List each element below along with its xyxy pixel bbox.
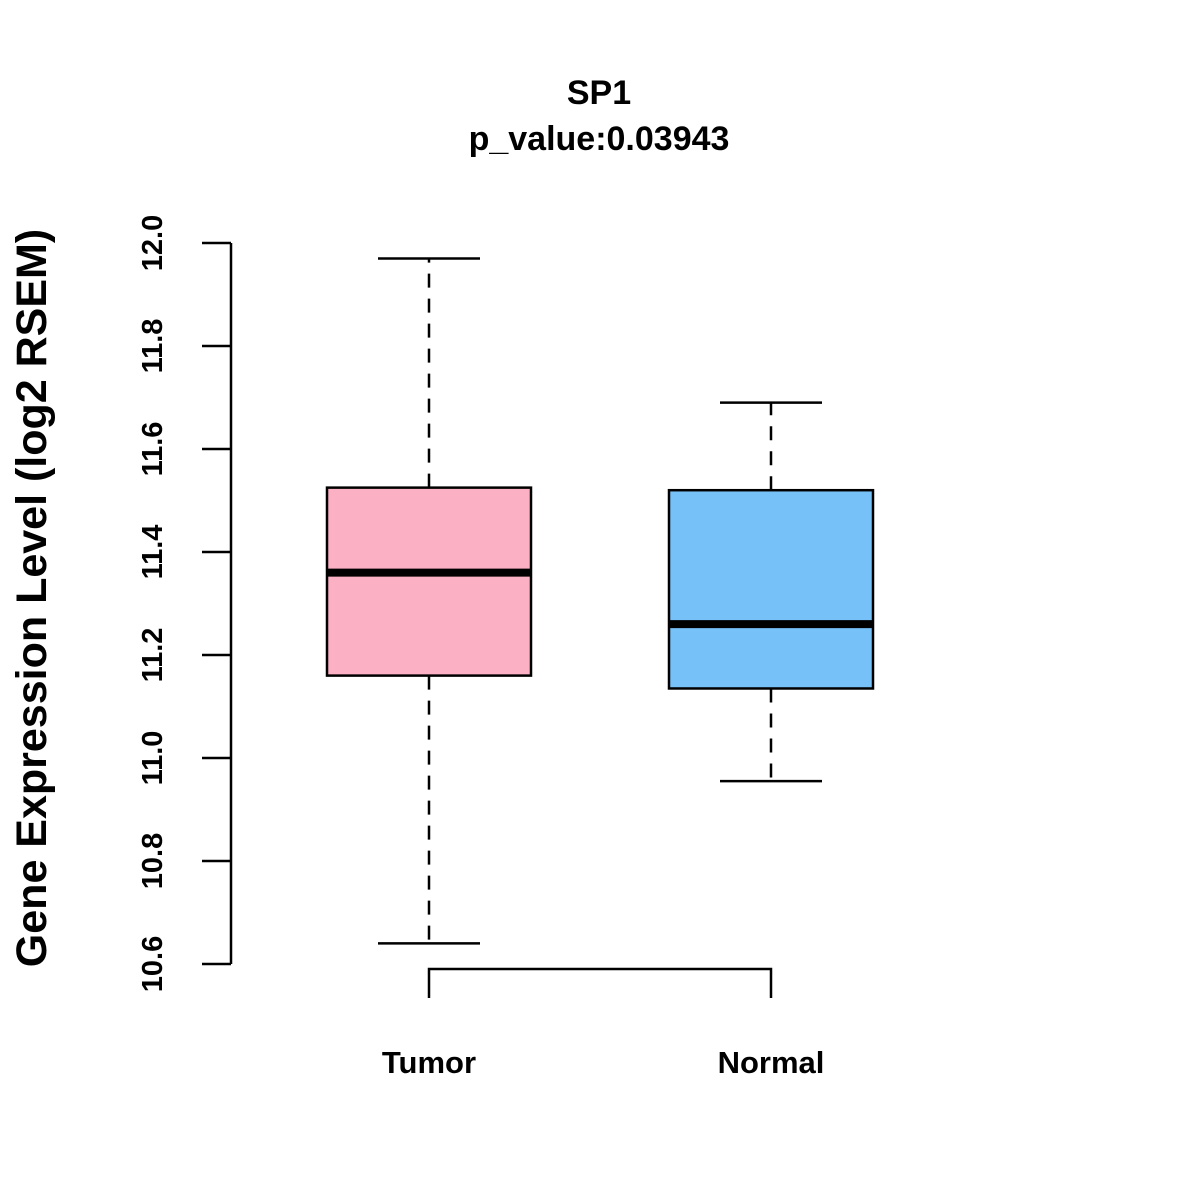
chart-title: SP1 — [567, 74, 631, 112]
y-tick-label: 11.4 — [137, 525, 169, 580]
y-tick-label: 11.6 — [137, 422, 169, 477]
y-tick-label: 11.0 — [137, 731, 169, 786]
comparison-bracket — [427, 967, 773, 998]
y-tick-label: 10.6 — [137, 936, 169, 992]
chart-subtitle: p_value:0.03943 — [469, 120, 730, 158]
y-tick-label: 11.8 — [137, 319, 169, 374]
y-tick-label: 11.2 — [137, 628, 169, 683]
x-axis-labels: Tumor Normal — [382, 1045, 824, 1080]
y-axis-label: Gene Expression Level (log2 RSEM) — [8, 229, 56, 967]
y-tick-label: 12.0 — [137, 215, 169, 271]
y-axis: 10.6 10.8 11.0 11.2 11.4 11.6 11.8 12.0 — [137, 215, 233, 992]
x-label-normal: Normal — [718, 1045, 825, 1080]
box-normal — [667, 488, 875, 690]
boxes — [325, 257, 875, 998]
x-label-tumor: Tumor — [382, 1045, 476, 1080]
y-tick-label: 10.8 — [137, 833, 169, 889]
box-tumor — [325, 486, 533, 677]
